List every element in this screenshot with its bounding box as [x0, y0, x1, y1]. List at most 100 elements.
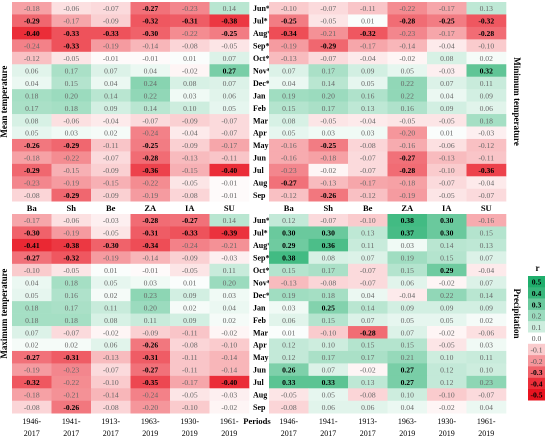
heatmap-cell — [348, 76, 388, 90]
heatmap-cell — [12, 51, 52, 65]
heatmap-cell — [130, 51, 171, 65]
cell-value-label: -0.18 — [24, 391, 40, 400]
cell-value-label: 0.16 — [401, 104, 414, 113]
heatmap-cell — [130, 89, 171, 102]
heatmap-cell — [209, 126, 250, 140]
heatmap-cell — [51, 14, 92, 28]
heatmap-cell — [209, 388, 250, 402]
heatmap-cell — [209, 64, 250, 77]
cell-value-label: -0.19 — [63, 179, 79, 188]
cell-value-label: -0.04 — [360, 116, 376, 125]
heatmap-cell — [269, 188, 309, 202]
heatmap-cell — [348, 276, 388, 289]
cell-value-label: -0.19 — [142, 191, 158, 200]
cell-value-label: -0.08 — [24, 191, 40, 200]
heatmap-cell — [12, 101, 52, 115]
cell-value-label: -0.18 — [24, 4, 40, 13]
cell-value-label: 0.20 — [144, 303, 157, 312]
cell-value-label: -0.02 — [221, 328, 237, 337]
row-label: Nov* — [253, 66, 271, 75]
heatmap-cell — [269, 313, 309, 327]
cell-value-label: 0.22 — [144, 91, 157, 100]
cell-value-label: 0.17 — [361, 353, 374, 362]
heatmap-cell — [91, 176, 131, 190]
cell-value-label: 0.06 — [25, 66, 38, 75]
heatmap-cell — [170, 39, 210, 53]
cell-value-label: -0.05 — [103, 229, 119, 238]
heatmap-cell — [269, 39, 309, 53]
cell-value-label: 0.30 — [440, 216, 453, 225]
cell-value-label: 0.07 — [104, 66, 117, 75]
heatmap-cell — [12, 238, 52, 252]
cell-value-label: -0.21 — [221, 241, 237, 250]
heatmap-cell — [91, 238, 131, 252]
row-label: Nov* — [253, 278, 271, 287]
heatmap-cell — [12, 163, 52, 177]
cell-value-label: -0.24 — [24, 42, 40, 51]
cell-value-label: -0.11 — [182, 328, 198, 337]
row-label: May — [253, 141, 269, 150]
cell-value-label: -0.07 — [320, 216, 336, 225]
cell-value-label: -0.23 — [182, 4, 198, 13]
heatmap-cell — [12, 176, 52, 190]
cell-value-label: -0.41 — [24, 241, 40, 250]
cell-value-label: 0.17 — [322, 353, 335, 362]
cell-value-label: -0.28 — [142, 216, 158, 225]
heatmap-cell — [130, 188, 171, 202]
cell-value-label: -0.33 — [103, 29, 119, 38]
heatmap-cell — [466, 51, 507, 65]
heatmap-cell — [308, 375, 349, 389]
heatmap-cell — [130, 363, 171, 377]
cell-value-label: -0.27 — [142, 366, 158, 375]
cell-value-label: 0.15 — [65, 79, 78, 88]
heatmap-cell — [269, 163, 309, 177]
cell-value-label: 0.07 — [223, 54, 236, 63]
cell-value-label: 0.10 — [480, 366, 493, 375]
heatmap-cell — [308, 226, 349, 240]
cell-value-label: -0.35 — [142, 378, 158, 387]
row-label: Oct* — [253, 266, 269, 275]
heatmap-cell — [170, 151, 210, 165]
cell-value-label: -0.18 — [399, 179, 415, 188]
heatmap-cell — [51, 101, 92, 115]
heatmap-cell — [130, 14, 171, 28]
cell-value-label: 0.05 — [322, 391, 335, 400]
cell-value-label: -0.09 — [182, 116, 198, 125]
heatmap-cell — [91, 313, 131, 327]
heatmap-cell — [466, 288, 507, 302]
heatmap-cell — [51, 288, 92, 302]
cell-value-label: 0.07 — [440, 79, 453, 88]
cell-value-label: -0.32 — [142, 17, 158, 26]
cell-value-label: 0.22 — [401, 91, 414, 100]
heatmap-cell — [348, 101, 388, 115]
cell-value-label: 0.06 — [282, 316, 295, 325]
cell-value-label: 0.27 — [223, 66, 236, 75]
cell-value-label: -0.27 — [24, 254, 40, 263]
cell-value-label: 0.18 — [25, 316, 38, 325]
heatmap-cell — [51, 363, 92, 377]
heatmap-cell — [348, 14, 388, 28]
heatmap-cell — [308, 388, 349, 402]
cell-value-label: 0.22 — [440, 291, 453, 300]
heatmap-cell — [466, 375, 507, 389]
cell-value-label: -0.10 — [221, 341, 237, 350]
row-label: Jun — [253, 366, 266, 375]
heatmap-cell — [348, 326, 388, 339]
heatmap-cell — [466, 114, 507, 127]
heatmap-cell — [427, 226, 467, 240]
cell-value-label: 0.27 — [401, 378, 414, 387]
row-label: Mar — [253, 116, 269, 125]
cell-value-label: 0.33 — [282, 378, 295, 387]
cell-value-label: -0.16 — [281, 141, 297, 150]
cell-value-label: -0.09 — [182, 254, 198, 263]
cell-value-label: 0.30 — [282, 229, 295, 238]
row-label: Feb — [253, 104, 266, 113]
cell-value-label: -0.22 — [63, 154, 79, 163]
heatmap-cell — [348, 176, 388, 190]
column-label: 1930- — [180, 417, 199, 426]
cell-value-label: 0.05 — [440, 316, 453, 325]
heatmap-cell — [308, 89, 349, 102]
cell-value-label: 0.02 — [480, 54, 493, 63]
heatmap-panel-2: -0.10 -0.07 -0.11 -0.22 -0.17 0.13 -0.25 -0.05 0… — [269, 2, 522, 213]
cell-value-label: 0.03 — [401, 241, 414, 250]
